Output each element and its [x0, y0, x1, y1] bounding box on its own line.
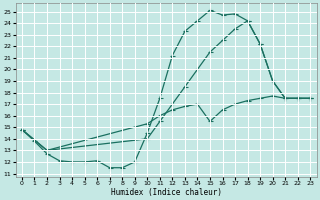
- X-axis label: Humidex (Indice chaleur): Humidex (Indice chaleur): [111, 188, 221, 197]
